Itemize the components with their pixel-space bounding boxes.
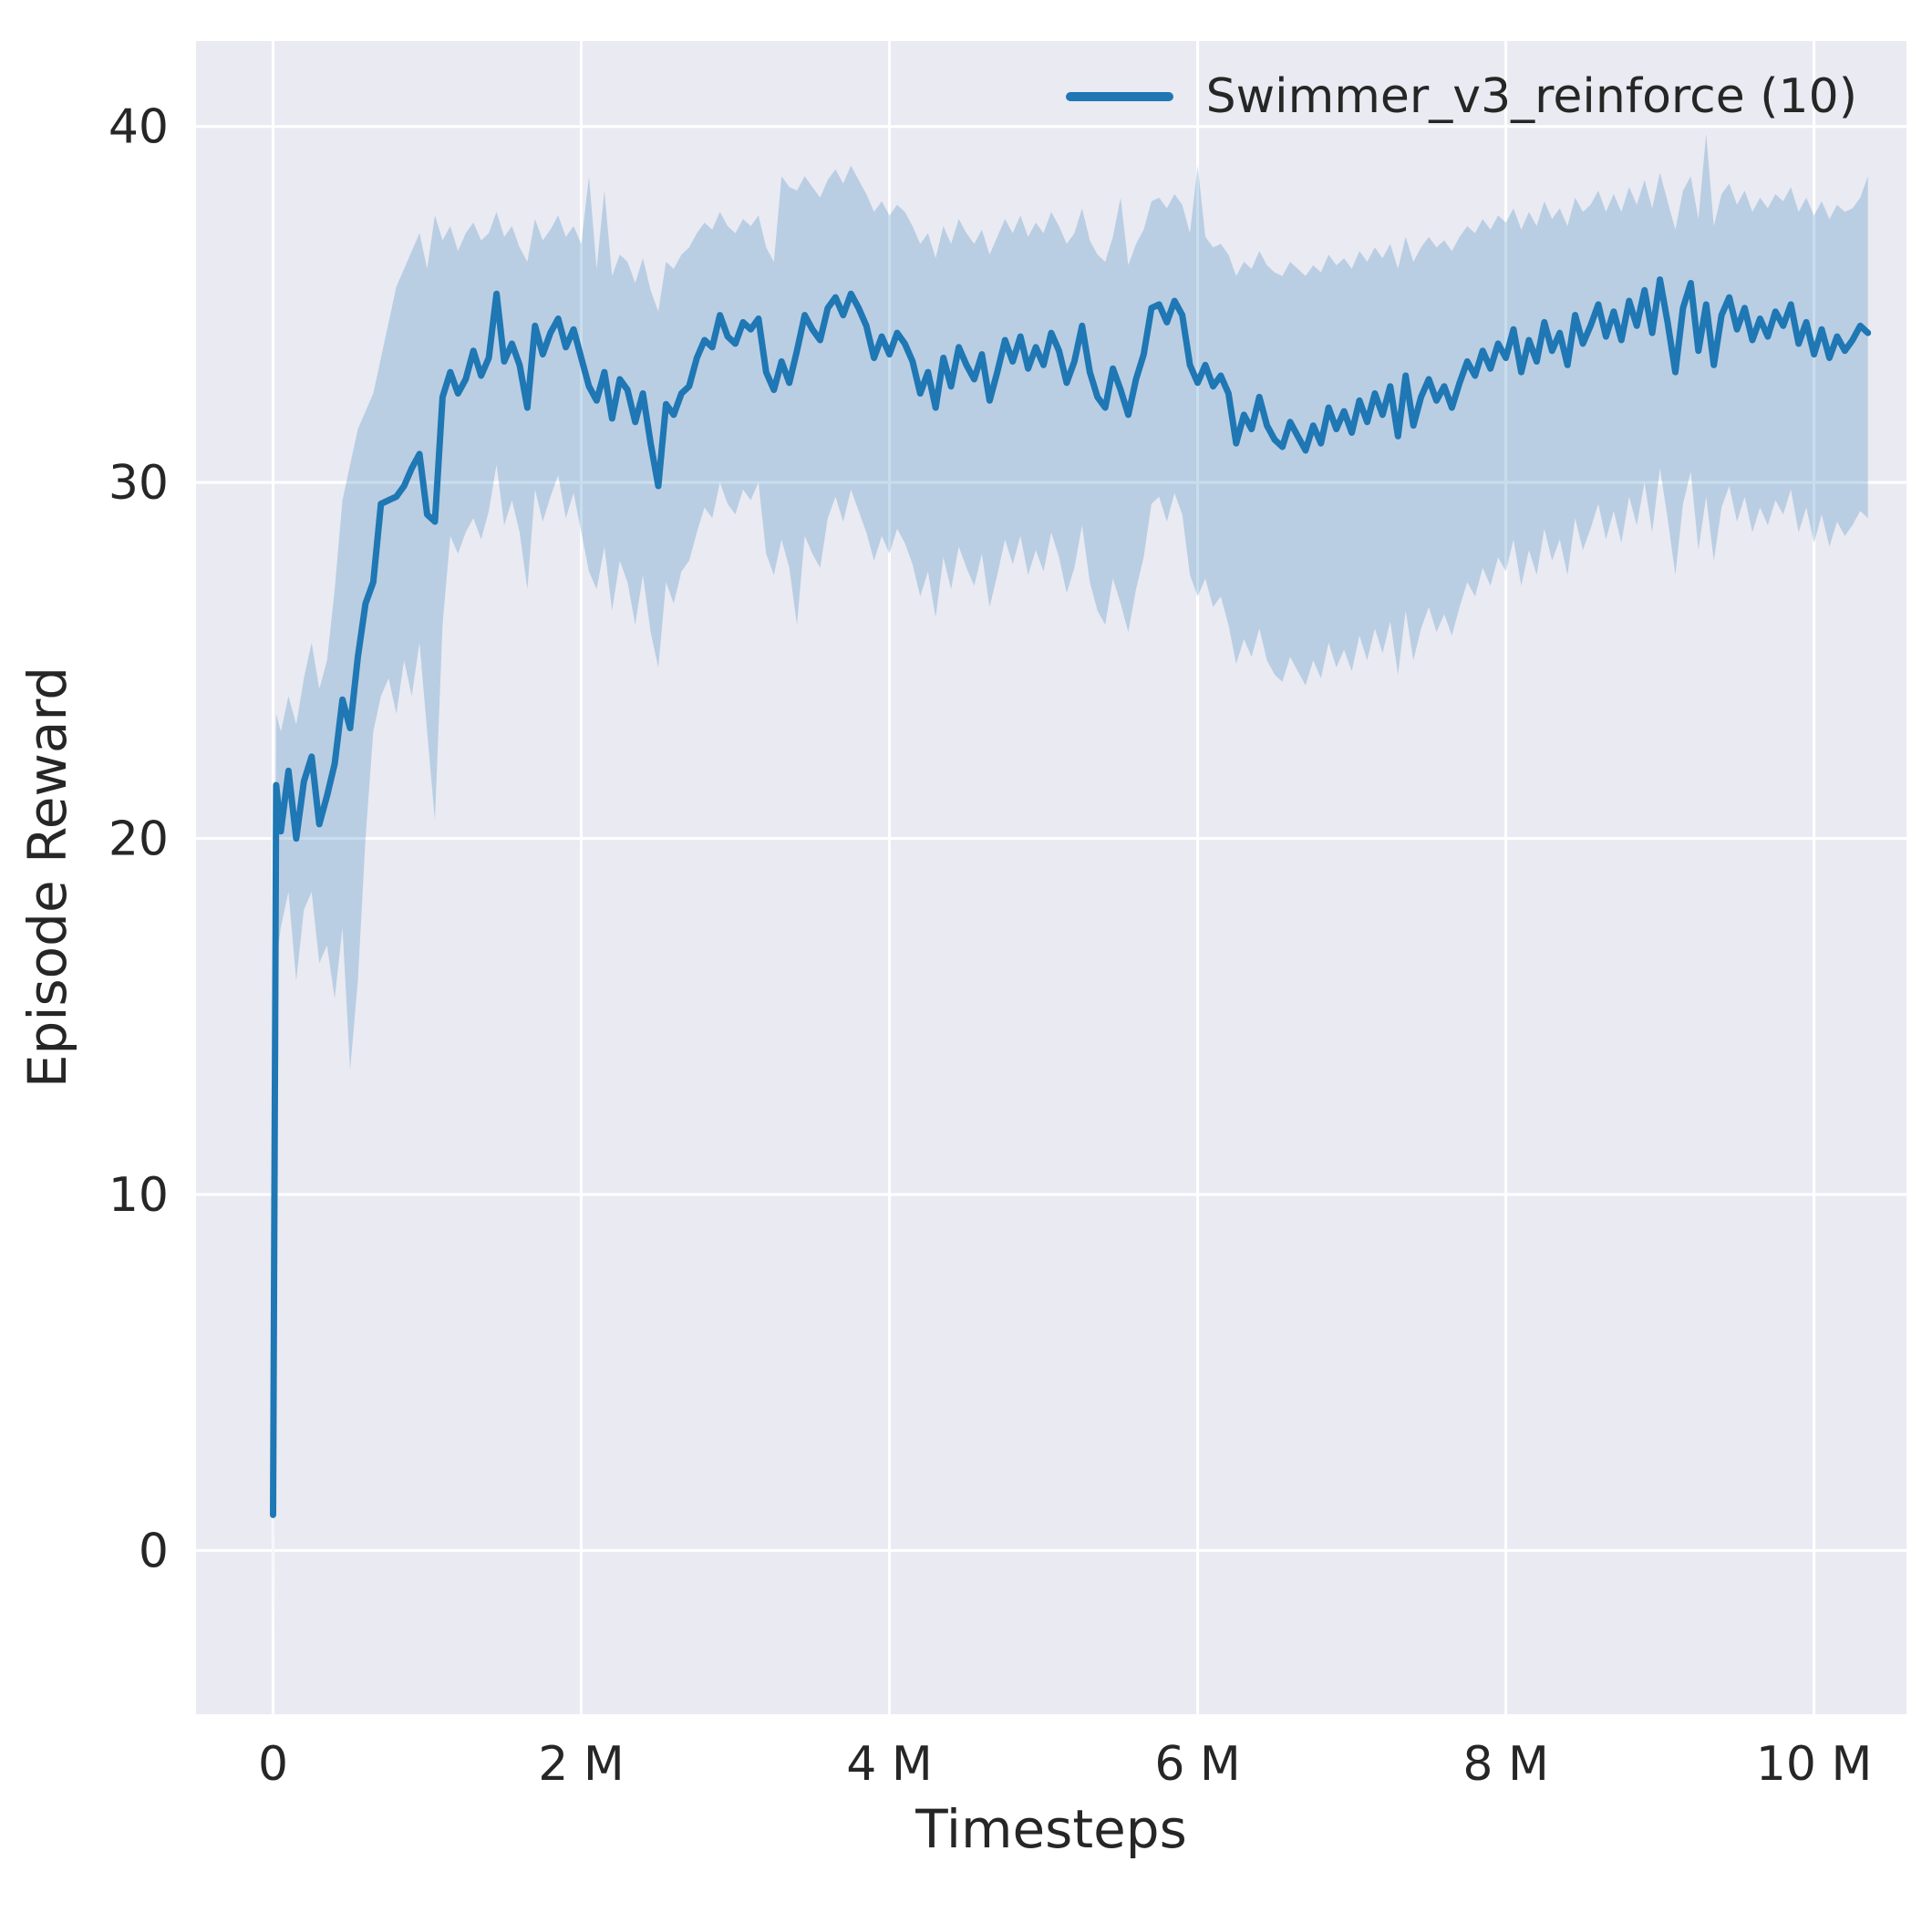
y-axis-label: Episode Reward [16, 666, 78, 1089]
plot-background [196, 41, 1906, 1714]
y-tick-label: 0 [139, 1524, 169, 1578]
legend-line-swatch [1065, 92, 1173, 101]
x-tick-label: 10 M [1756, 1737, 1873, 1792]
legend-label: Swimmer_v3_reinforce (10) [1205, 69, 1857, 124]
x-tick-label: 6 M [1154, 1737, 1240, 1792]
x-axis-label: Timesteps [915, 1798, 1187, 1860]
y-tick-label: 10 [108, 1168, 169, 1223]
confidence-band [273, 133, 1868, 1658]
x-tick-label: 4 M [846, 1737, 932, 1792]
x-tick-label: 2 M [538, 1737, 624, 1792]
y-tick-label: 20 [108, 812, 169, 867]
x-tick-label: 8 M [1462, 1737, 1548, 1792]
mean-reward-line [270, 276, 1872, 1518]
legend: Swimmer_v3_reinforce (10) [1065, 69, 1857, 124]
y-tick-label: 30 [108, 456, 169, 511]
y-tick-label: 40 [108, 100, 169, 155]
x-tick-label: 0 [258, 1737, 288, 1792]
